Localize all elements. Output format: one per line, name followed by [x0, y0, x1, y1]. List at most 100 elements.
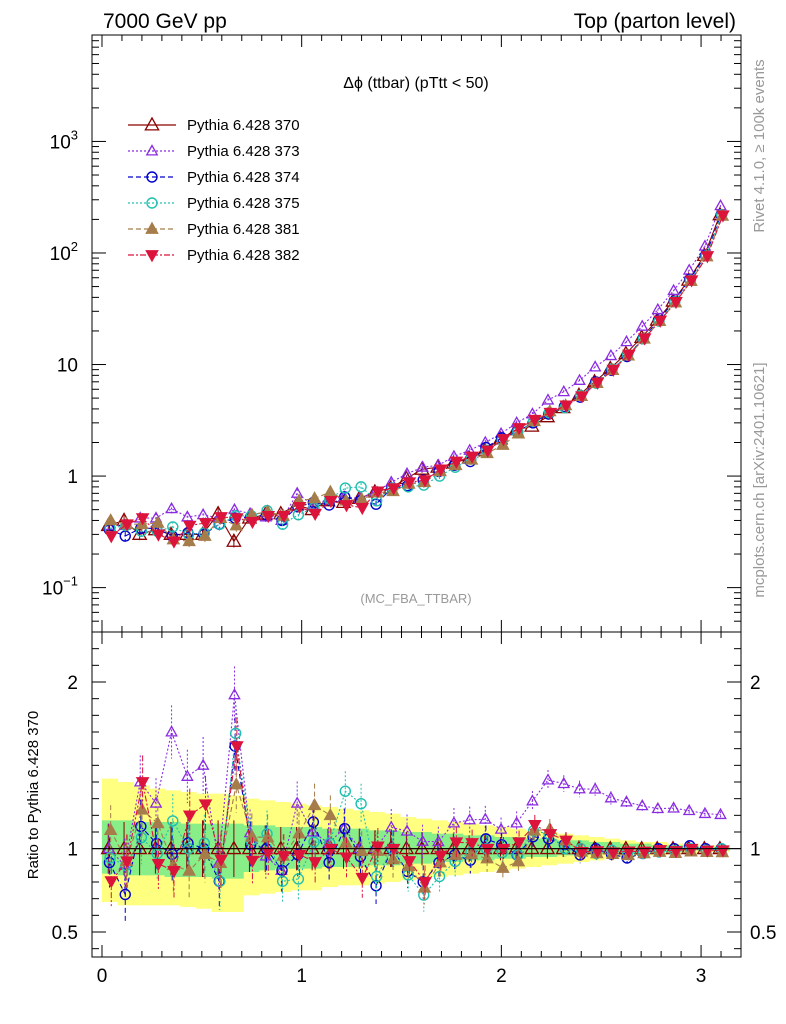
point-373: [573, 373, 586, 385]
ratio-point-373: [337, 821, 351, 834]
ratio-point-370: [226, 840, 242, 855]
point-382: [496, 434, 511, 447]
ratio-point-382: [402, 856, 417, 869]
series-line-373: [108, 205, 722, 527]
series-line-381: [110, 215, 723, 542]
ratio-series: [100, 666, 730, 922]
ratio-point-382: [449, 837, 464, 850]
ratio-point-382: [496, 843, 511, 856]
ratio-point-381: [135, 802, 149, 815]
ratio-line-374: [108, 746, 722, 897]
point-382: [465, 451, 479, 464]
point-382: [637, 333, 652, 346]
ratio-point-382: [684, 843, 699, 856]
ratio-point-382: [120, 856, 134, 869]
ratio-point-373: [494, 822, 508, 834]
x-tick-label: 2: [496, 966, 507, 987]
ratio-point-373: [526, 794, 539, 806]
point-382: [276, 510, 291, 524]
ratio-point-373: [557, 776, 571, 789]
legend-marker-374: [146, 171, 158, 183]
ratio-y-tick-label: 2: [67, 673, 78, 694]
series-line-370: [108, 214, 721, 543]
point-382: [135, 513, 150, 526]
ratio-point-375: [370, 870, 383, 883]
ratio-point-370: [539, 840, 556, 855]
point-382: [308, 508, 322, 522]
y-tick-label: 1: [67, 467, 78, 488]
point-382: [104, 531, 119, 544]
point-382: [418, 475, 432, 488]
ratio-point-373: [714, 807, 727, 820]
y-tick-label: 10: [57, 356, 78, 377]
ratio-point-373: [228, 687, 241, 700]
ratio-point-382: [151, 858, 166, 872]
ratio-point-375: [104, 852, 116, 864]
ratio-point-373: [698, 806, 712, 819]
x-tick-label: 0: [97, 966, 108, 987]
ratio-frame: [91, 631, 742, 958]
ratio-line-382: [110, 746, 723, 883]
ratio-point-381: [448, 847, 463, 860]
ratio-point-373: [604, 791, 618, 803]
point-382: [214, 512, 228, 525]
ratio-point-382: [135, 777, 150, 790]
legend-marker-381: [145, 221, 159, 234]
ratio-point-373: [384, 820, 398, 832]
ratio-line-381: [110, 784, 723, 889]
ratio-point-381: [198, 846, 212, 860]
point-382: [575, 391, 589, 404]
ratio-point-374: [166, 848, 178, 860]
point-382: [590, 377, 605, 390]
ratio-point-373: [510, 816, 523, 828]
series-382: [104, 210, 730, 549]
point-382: [700, 251, 715, 264]
point-382: [543, 407, 558, 421]
point-382: [292, 501, 307, 515]
ratio-point-382: [512, 837, 526, 850]
ratio-y-tick-label-right: 2: [750, 673, 761, 694]
ratio-point-382: [528, 820, 542, 833]
ratio-point-373: [306, 825, 320, 837]
band-inner-bin: [400, 832, 417, 864]
ratio-point-381: [339, 835, 353, 848]
ratio-point-382: [308, 857, 322, 870]
point-370: [226, 532, 242, 547]
ratio-point-370: [414, 840, 430, 855]
ratio-point-381: [103, 822, 118, 835]
ratio-point-381: [354, 843, 369, 857]
ratio-point-381: [496, 860, 510, 873]
ratio-point-382: [324, 843, 338, 856]
point-375: [167, 521, 179, 533]
ratio-point-373: [463, 813, 477, 825]
ratio-point-375: [292, 873, 305, 885]
point-381: [323, 484, 338, 497]
legend-label-375: Pythia 6.428 375: [187, 195, 300, 212]
ratio-point-374: [339, 822, 351, 835]
ratio-point-382: [230, 741, 244, 754]
point-373: [541, 393, 555, 405]
plot-title: Δϕ (ttbar) (pTtt < 50): [343, 75, 488, 92]
ratio-point-381: [229, 777, 244, 790]
point-381: [229, 518, 244, 531]
point-382: [559, 400, 573, 413]
ratio-point-381: [323, 808, 338, 821]
legend-marker-373: [145, 144, 159, 156]
ratio-point-373: [667, 801, 680, 813]
point-375: [355, 481, 367, 493]
point-382: [512, 423, 526, 436]
point-381: [103, 513, 118, 526]
point-382: [167, 536, 181, 549]
ratio-point-382: [276, 851, 291, 864]
ratio-point-382: [543, 829, 558, 842]
series-line-382: [110, 215, 724, 542]
point-382: [324, 495, 338, 509]
ratio-point-374: [276, 864, 288, 877]
ratio-point-382: [669, 846, 683, 859]
ratio-point-382: [637, 846, 652, 859]
point-382: [339, 500, 354, 513]
point-382: [653, 315, 668, 328]
ratio-y-tick-label-right: 0.5: [750, 923, 776, 944]
x-tick-label: 3: [696, 966, 707, 987]
